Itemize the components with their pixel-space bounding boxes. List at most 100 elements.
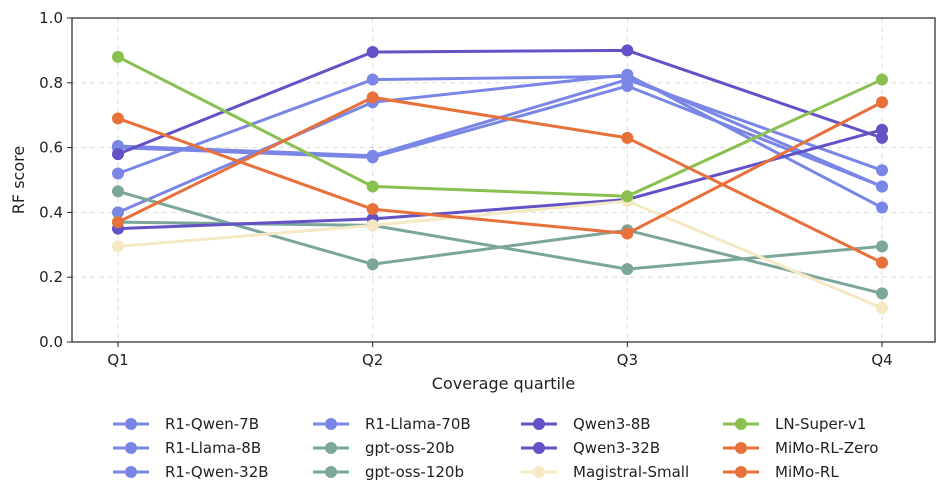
legend-swatch-marker — [533, 442, 545, 454]
legend-swatch-marker — [533, 418, 545, 430]
series-qwen3-8b — [112, 123, 888, 235]
legend-swatch-marker — [735, 418, 747, 430]
data-point — [366, 73, 379, 86]
series-line — [117, 220, 883, 271]
series-line — [117, 73, 883, 214]
legend-label: Qwen3-32B — [573, 439, 660, 457]
series-line — [117, 95, 883, 264]
legend-swatch-marker — [125, 442, 137, 454]
legend-label: Qwen3-8B — [573, 415, 651, 433]
legend-label: LN-Super-v1 — [775, 415, 866, 433]
data-point — [621, 263, 634, 276]
data-point — [876, 164, 888, 177]
legend-item: R1-Llama-70B — [313, 415, 471, 433]
series-gpt-oss-20b — [112, 185, 888, 300]
data-point — [876, 240, 888, 253]
legend: R1-Qwen-7B R1-Llama-8B R1-Qwen-32B R1-Llama… — [113, 415, 878, 481]
series-r1-qwen-7b — [112, 80, 888, 193]
y-tick-label: 0.0 — [39, 333, 63, 351]
x-tick-label: Q1 — [107, 351, 128, 369]
series-mimo-rl — [112, 96, 888, 240]
plot-frame — [71, 17, 936, 343]
series-qwen3-32b — [112, 44, 888, 161]
data-point — [621, 44, 634, 57]
legend-item: R1-Qwen-32B — [113, 463, 269, 481]
x-tick-label: Q2 — [362, 351, 383, 369]
legend-label: gpt-oss-120b — [365, 463, 464, 481]
data-point — [876, 287, 888, 300]
x-tick-label: Q4 — [871, 351, 892, 369]
axes: 0.0 0.2 0.4 0.6 0.8 1.0 Q1 Q2 Q3 Q4 — [39, 9, 893, 369]
legend-label: R1-Llama-8B — [165, 439, 261, 457]
y-tick-label: 0.4 — [39, 203, 63, 221]
series-layer — [112, 44, 888, 314]
data-point — [112, 206, 124, 219]
legend-swatch-marker — [325, 418, 337, 430]
data-point — [112, 240, 124, 253]
legend-item: Magistral-Small — [521, 463, 689, 481]
legend-label: MiMo-RL — [775, 463, 839, 481]
legend-label: R1-Qwen-7B — [165, 415, 259, 433]
legend-swatch-marker — [325, 466, 337, 478]
series-mimo-rl-zero — [112, 91, 888, 269]
data-point — [366, 91, 379, 104]
series-line — [117, 55, 883, 198]
data-point — [366, 219, 379, 232]
legend-swatch-marker — [533, 466, 545, 478]
series-magistral-small — [112, 195, 888, 314]
data-point — [112, 148, 124, 161]
legend-item: MiMo-RL — [723, 463, 839, 481]
data-point — [366, 258, 379, 271]
legend-label: R1-Llama-70B — [365, 415, 471, 433]
legend-item: Qwen3-8B — [521, 415, 651, 433]
data-point — [876, 256, 888, 269]
legend-item: gpt-oss-20b — [313, 439, 454, 457]
data-point — [621, 73, 634, 86]
series-line — [117, 100, 883, 235]
data-point — [876, 131, 888, 144]
legend-label: R1-Qwen-32B — [165, 463, 269, 481]
y-tick-label: 0.8 — [39, 74, 63, 92]
legend-item: Qwen3-32B — [521, 439, 660, 457]
series-line — [117, 199, 883, 310]
legend-label: Magistral-Small — [573, 463, 689, 481]
legend-item: gpt-oss-120b — [313, 463, 464, 481]
data-point — [621, 131, 634, 144]
data-point — [876, 201, 888, 214]
data-point — [366, 203, 379, 216]
series-line — [117, 78, 883, 172]
legend-swatch-marker — [125, 418, 137, 430]
y-tick-label: 0.2 — [39, 268, 63, 286]
data-point — [112, 50, 124, 63]
data-point — [366, 180, 379, 193]
legend-item: LN-Super-v1 — [723, 415, 866, 433]
y-tick-label: 1.0 — [39, 9, 63, 27]
data-point — [366, 149, 379, 162]
legend-swatch-marker — [735, 466, 747, 478]
data-point — [112, 216, 124, 229]
y-axis-label: RF score — [9, 146, 28, 214]
data-point — [621, 227, 634, 240]
legend-swatch-marker — [735, 442, 747, 454]
x-tick-label: Q3 — [617, 351, 638, 369]
data-point — [366, 46, 379, 59]
legend-label: gpt-oss-20b — [365, 439, 454, 457]
data-point — [112, 112, 124, 125]
legend-item: R1-Llama-8B — [113, 439, 261, 457]
legend-swatch-marker — [325, 442, 337, 454]
data-point — [876, 301, 888, 314]
data-point — [876, 180, 888, 193]
data-point — [876, 96, 888, 109]
data-point — [112, 167, 124, 180]
series-line — [117, 128, 883, 231]
data-point — [621, 190, 634, 203]
legend-swatch-marker — [125, 466, 137, 478]
series-ln-super-v1 — [112, 50, 888, 203]
legend-item: R1-Qwen-7B — [113, 415, 259, 433]
data-point — [112, 185, 124, 198]
legend-item: MiMo-RL-Zero — [723, 439, 878, 457]
data-point — [876, 73, 888, 86]
legend-label: MiMo-RL-Zero — [775, 439, 878, 457]
y-tick-label: 0.6 — [39, 139, 63, 157]
